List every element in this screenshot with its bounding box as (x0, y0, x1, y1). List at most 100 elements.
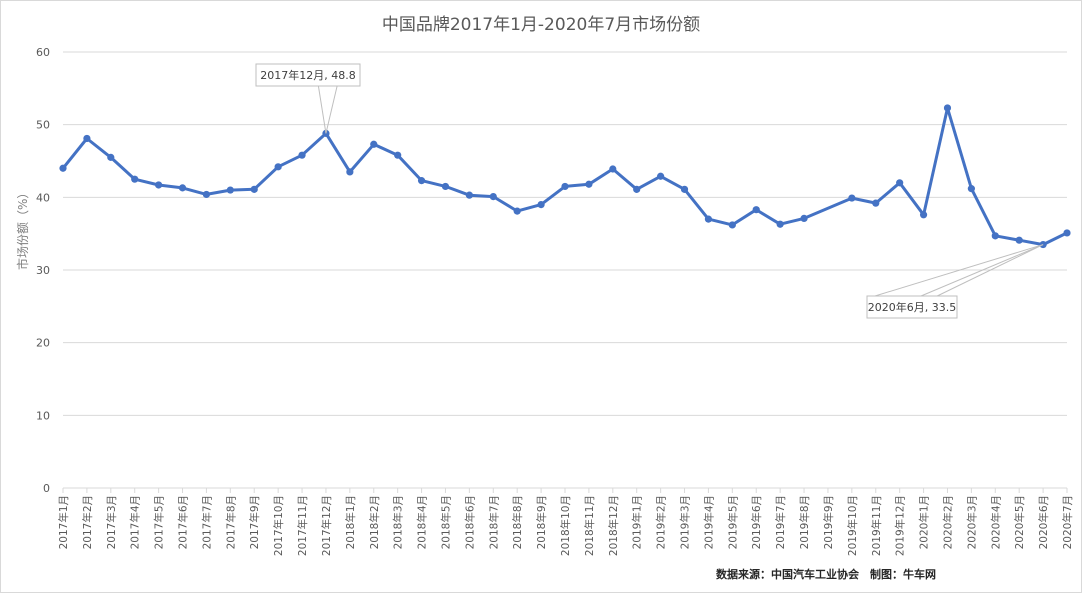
data-point[interactable] (1039, 240, 1047, 249)
data-point[interactable] (346, 168, 354, 176)
data-point[interactable] (776, 220, 784, 228)
data-point[interactable] (202, 190, 211, 199)
data-point[interactable] (991, 232, 999, 240)
x-tick-label: 2017年6月 (177, 495, 190, 549)
data-point[interactable] (633, 185, 641, 193)
data-point[interactable] (489, 193, 497, 201)
data-point[interactable] (728, 221, 736, 229)
x-tick-label: 2020年7月 (1061, 495, 1074, 549)
data-point[interactable] (896, 179, 904, 187)
data-point[interactable] (131, 175, 139, 183)
x-tick-label: 2020年2月 (941, 495, 954, 549)
x-tick-label: 2018年3月 (392, 495, 405, 549)
x-tick-label: 2019年8月 (798, 495, 811, 549)
x-tick-label: 2017年8月 (224, 495, 237, 549)
x-tick-label: 2017年9月 (248, 495, 261, 549)
x-axis: 2017年1月 2017年2月 2017年3月 2017年4月 2017年5月 2017年… (57, 488, 1074, 556)
data-point[interactable] (872, 199, 880, 207)
x-tick-label: 2017年4月 (129, 495, 142, 549)
y-tick-label: 10 (36, 409, 50, 422)
y-tick-label: 50 (36, 119, 50, 132)
data-series (59, 104, 1071, 249)
data-callouts: 2017年12月, 48.8 2020年6月, 33.5 (255, 63, 1044, 319)
data-point[interactable] (919, 211, 928, 219)
x-tick-label: 2019年12月 (894, 495, 907, 556)
y-tick-label: 40 (36, 191, 50, 204)
data-point[interactable] (250, 185, 258, 193)
data-point[interactable] (298, 151, 306, 159)
x-tick-label: 2018年2月 (368, 495, 381, 549)
gridlines (63, 51, 1067, 489)
data-point[interactable] (107, 153, 115, 161)
data-point[interactable] (800, 214, 808, 223)
callout-box (255, 63, 361, 87)
x-tick-label: 2019年10月 (846, 495, 859, 556)
x-tick-label: 2020年6月 (1037, 495, 1050, 549)
x-tick-label: 2017年10月 (272, 495, 285, 556)
data-point[interactable] (1015, 236, 1023, 244)
x-tick-label: 2018年10月 (559, 495, 572, 556)
data-point[interactable] (943, 104, 952, 112)
x-tick-label: 2017年5月 (153, 495, 166, 549)
data-point[interactable] (848, 194, 856, 202)
x-tick-label: 2018年5月 (439, 495, 452, 549)
x-tick-label: 2019年6月 (750, 495, 763, 549)
data-point[interactable] (465, 191, 473, 199)
x-tick-label: 2019年1月 (631, 495, 644, 549)
data-point[interactable] (561, 182, 569, 191)
data-point[interactable] (226, 186, 234, 194)
x-tick-label: 2018年6月 (463, 495, 476, 549)
y-tick-label: 0 (43, 482, 50, 495)
x-tick-label: 2019年5月 (726, 495, 739, 549)
callout-box (866, 295, 958, 319)
data-point[interactable] (370, 140, 378, 148)
y-tick-label: 60 (36, 46, 50, 59)
x-tick-label: 2019年3月 (679, 495, 692, 549)
source-footnote: 数据来源：中国汽车工业协会 制图：牛车网 (716, 568, 936, 581)
x-tick-label: 2018年12月 (607, 495, 620, 556)
x-tick-label: 2017年7月 (200, 495, 213, 549)
x-tick-label: 2020年1月 (918, 495, 931, 549)
x-tick-label: 2017年1月 (57, 495, 70, 549)
data-point[interactable] (155, 181, 163, 189)
x-tick-label: 2019年2月 (655, 495, 668, 549)
data-point[interactable] (537, 201, 545, 209)
y-tick-label: 30 (36, 264, 50, 277)
x-tick-label: 2020年4月 (989, 495, 1002, 549)
data-point[interactable] (178, 184, 187, 192)
data-point[interactable] (83, 134, 91, 143)
data-point[interactable] (417, 177, 426, 185)
data-point[interactable] (513, 207, 521, 215)
x-tick-label: 2019年9月 (822, 495, 835, 549)
data-point[interactable] (967, 185, 975, 193)
x-tick-label: 2017年12月 (320, 495, 333, 556)
x-tick-label: 2019年4月 (702, 495, 715, 549)
x-tick-label: 2017年3月 (105, 495, 118, 549)
x-tick-label: 2017年11月 (296, 495, 309, 556)
callout-label: 2020年6月, 33.5 (868, 300, 956, 314)
data-point[interactable] (680, 185, 689, 193)
data-point[interactable] (609, 165, 617, 173)
x-tick-label: 2018年9月 (535, 495, 548, 549)
x-tick-label: 2017年2月 (81, 495, 94, 549)
data-point[interactable] (585, 180, 593, 188)
y-axis-ticks: 0 10 20 30 40 50 60 (36, 46, 50, 495)
data-point[interactable] (752, 206, 760, 214)
x-tick-label: 2018年7月 (487, 495, 500, 549)
data-point[interactable] (394, 151, 402, 159)
y-tick-label: 20 (36, 337, 50, 350)
x-tick-label: 2018年8月 (511, 495, 524, 549)
x-tick-label: 2019年7月 (774, 495, 787, 549)
data-point[interactable] (274, 163, 282, 171)
data-point[interactable] (657, 172, 665, 180)
x-tick-label: 2018年4月 (416, 495, 429, 549)
data-point[interactable] (59, 164, 67, 172)
data-point[interactable] (1063, 229, 1071, 237)
series-line (61, 106, 1068, 247)
x-tick-label: 2020年3月 (965, 495, 978, 549)
x-tick-label: 2018年1月 (344, 495, 357, 549)
callout-label: 2017年12月, 48.8 (260, 68, 355, 82)
data-point[interactable] (441, 182, 450, 191)
data-point[interactable] (704, 215, 713, 223)
